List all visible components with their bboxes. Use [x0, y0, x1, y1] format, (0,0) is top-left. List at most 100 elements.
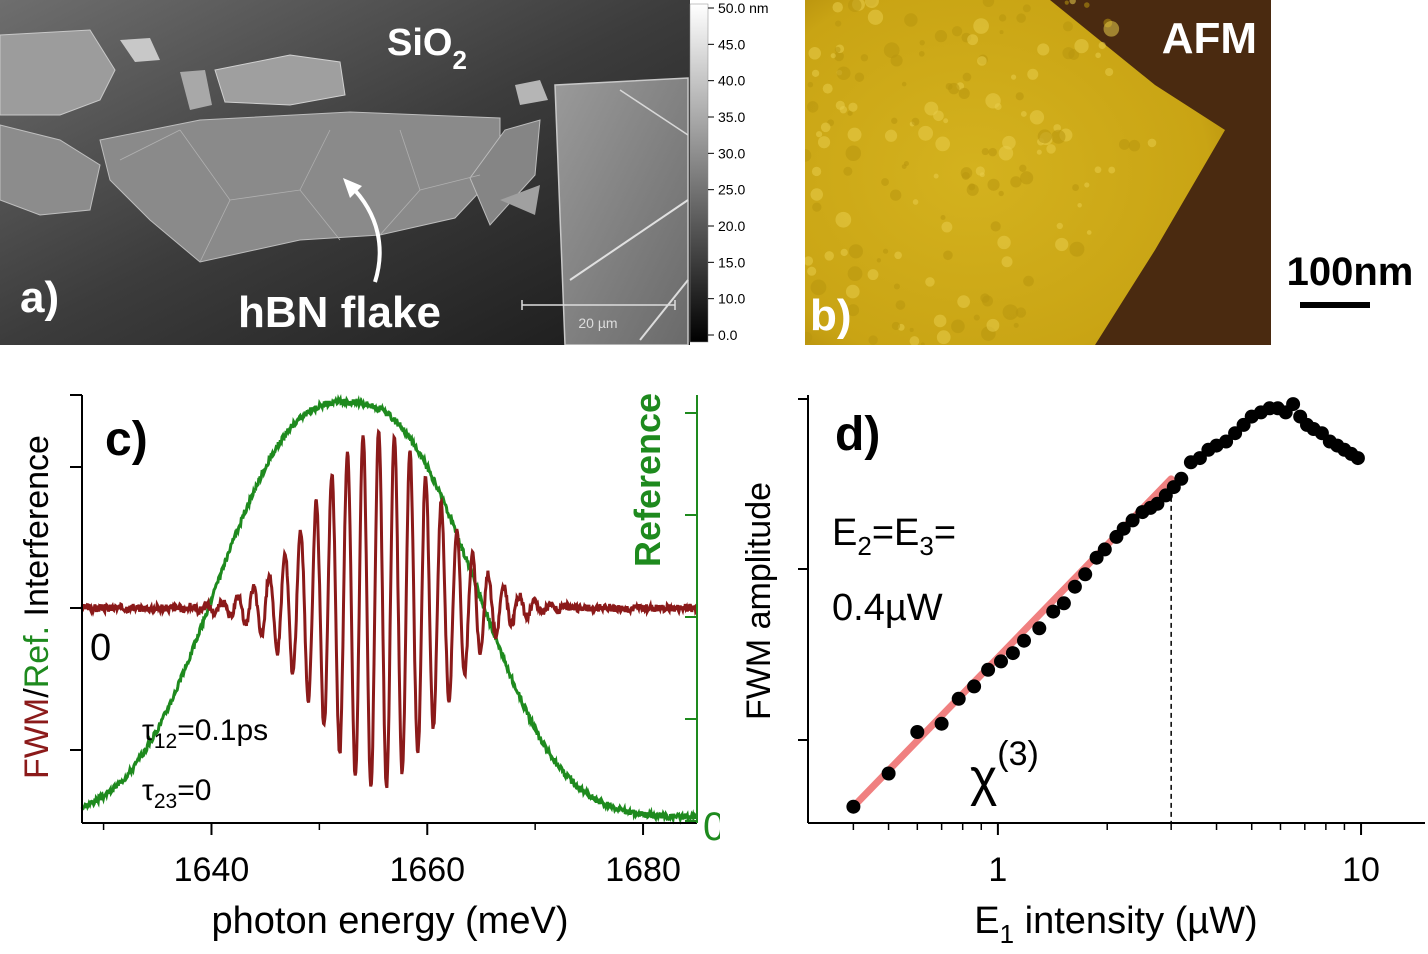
afm-grain — [867, 269, 879, 281]
data-point — [846, 799, 861, 814]
c-ylabel-right: Reference — [627, 393, 668, 567]
afm-grain — [1016, 13, 1026, 23]
data-point — [1032, 621, 1047, 636]
afm-grain — [847, 304, 860, 317]
data-point — [1017, 633, 1031, 648]
panel-a-image: 20 µm SiO2 hBN flake a) 50.0 nm 45.0 40.0 3… — [0, 0, 769, 346]
afm-grain — [1020, 171, 1034, 185]
afm-grain — [1015, 92, 1024, 101]
data-point — [1116, 521, 1131, 536]
c-zero-right: 0 — [703, 805, 720, 849]
afm-grain — [882, 248, 889, 254]
flake-fragment — [0, 29, 116, 116]
afm-grain — [935, 136, 951, 152]
data-point — [1097, 542, 1112, 557]
afm-grain — [807, 81, 814, 88]
afm-grain — [864, 0, 879, 9]
colorbar-tick-label: 30.0 — [718, 145, 745, 161]
afm-grain — [820, 122, 831, 133]
panel-b-image: AFM b) 100nm — [798, 0, 1413, 347]
afm-grain — [951, 26, 963, 37]
afm-grain — [1056, 222, 1063, 230]
afm-grain — [987, 178, 1000, 191]
panel-d-label: d) — [835, 408, 880, 461]
colorbar-tick-label: 0.0 — [718, 327, 738, 343]
d-ticks: 1 10 — [798, 398, 1380, 889]
data-point — [981, 662, 996, 677]
afm-grain — [919, 39, 925, 46]
colorbar-tick-label: 15.0 — [718, 254, 745, 270]
afm-grain — [1022, 4, 1031, 13]
afm-grain — [832, 2, 843, 13]
afm-grain — [847, 110, 853, 116]
afm-grain — [988, 147, 997, 157]
colorbar-tick-label: 50.0 nm — [718, 0, 769, 16]
data-point — [934, 716, 949, 731]
panel-c-label: c) — [105, 413, 148, 466]
afm-grain — [941, 221, 953, 233]
data-point — [1286, 397, 1301, 412]
afm-grain — [911, 117, 920, 126]
afm-grain — [1046, 144, 1056, 154]
afm-grain — [918, 50, 925, 57]
tau12-label: τ12=0.1ps — [142, 714, 268, 753]
colorbar-tick-label: 25.0 — [718, 182, 745, 198]
d-xlabel: E1 intensity (µW) — [974, 900, 1257, 949]
panel-b-label: b) — [810, 291, 852, 340]
afm-grain — [807, 101, 819, 113]
afm-grain — [894, 251, 902, 260]
afm-grain — [912, 199, 919, 205]
afm-grain — [815, 131, 823, 138]
afm-grain — [834, 46, 841, 53]
afm-grain — [848, 102, 858, 112]
afm-grain — [1019, 164, 1027, 172]
substrate-label: SiO2 — [387, 22, 467, 75]
afm-grain — [1027, 68, 1039, 80]
afm-grain — [830, 53, 836, 59]
afm-grain — [1147, 138, 1157, 148]
afm-grain — [909, 327, 914, 333]
afm-grain — [1055, 237, 1069, 252]
panel-a-label: a) — [20, 273, 59, 322]
c-x-tick-label: 1660 — [389, 851, 465, 889]
afm-grain — [883, 42, 900, 59]
afm-grain — [847, 127, 862, 142]
afm-title: AFM — [1162, 14, 1257, 63]
afm-grain — [824, 251, 834, 261]
afm-grain — [918, 125, 934, 141]
flake-fragment — [0, 124, 101, 216]
colorbar-tick-label: 35.0 — [718, 109, 745, 125]
afm-grain — [1069, 241, 1085, 257]
afm-grain — [999, 30, 1004, 35]
afm-grain — [1084, 2, 1090, 8]
afm-grain — [982, 0, 995, 7]
afm-grain — [867, 9, 884, 25]
data-point — [994, 654, 1008, 669]
afm-grain — [848, 244, 864, 259]
afm-grain — [934, 30, 948, 43]
scale-bar-label: 20 µm — [578, 315, 617, 331]
fwm-interference-series — [80, 428, 698, 789]
afm-grain — [997, 235, 1011, 250]
data-point — [881, 766, 896, 781]
afm-grain — [890, 189, 902, 201]
afm-grain — [986, 318, 1000, 332]
afm-grain — [998, 190, 1004, 197]
afm-grain — [998, 145, 1014, 161]
data-point — [910, 725, 925, 739]
afm-grain — [990, 221, 1001, 232]
data-point — [1046, 604, 1061, 619]
flake-fragment — [120, 38, 160, 62]
height-colorbar — [689, 3, 709, 343]
afm-grain — [845, 145, 862, 161]
afm-grain — [1001, 256, 1013, 268]
c-x-tick-label: 1640 — [174, 851, 250, 889]
afm-grain — [951, 319, 965, 334]
afm-grain — [943, 250, 953, 261]
afm-grain — [933, 173, 939, 179]
flake-label: hBN flake — [238, 288, 441, 337]
afm-grain — [868, 335, 878, 345]
afm-grain — [845, 284, 860, 299]
d-annotation-line1: E2=E3= — [832, 512, 956, 561]
afm-grain — [1010, 176, 1022, 188]
